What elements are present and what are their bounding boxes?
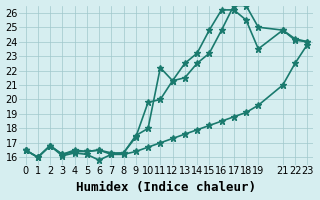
X-axis label: Humidex (Indice chaleur): Humidex (Indice chaleur): [76, 181, 256, 194]
